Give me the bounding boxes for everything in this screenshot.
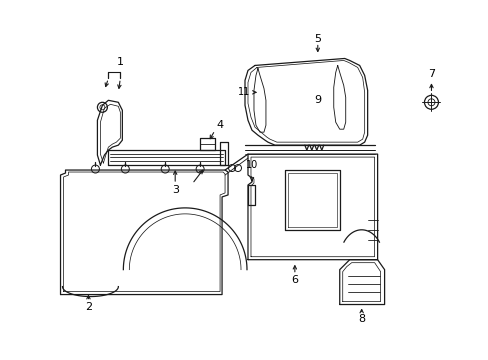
Text: 2: 2 <box>85 302 92 311</box>
Text: 1: 1 <box>117 58 123 67</box>
Text: 10: 10 <box>245 160 258 170</box>
Text: 9: 9 <box>314 95 321 105</box>
Text: 11: 11 <box>237 87 250 97</box>
Text: 3: 3 <box>171 185 178 195</box>
Text: 4: 4 <box>216 120 223 130</box>
Text: 7: 7 <box>427 69 434 80</box>
Text: 8: 8 <box>357 314 365 324</box>
Text: 5: 5 <box>314 33 321 44</box>
Text: 6: 6 <box>291 275 298 285</box>
